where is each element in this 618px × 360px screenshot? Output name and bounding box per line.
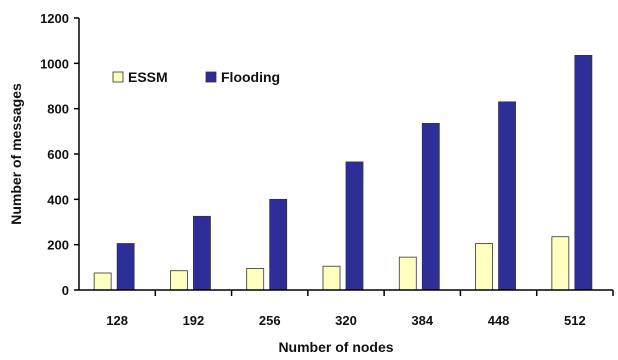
- x-tick-label: 128: [106, 313, 128, 328]
- y-axis-title: Number of messages: [8, 83, 24, 225]
- legend-label-flooding: Flooding: [221, 69, 280, 85]
- y-tick-label: 200: [47, 238, 69, 253]
- x-axis-title: Number of nodes: [278, 339, 393, 355]
- y-tick-label: 1200: [40, 11, 69, 26]
- y-axis-ticks: 0 200 400 600 800 1000 1200: [40, 11, 79, 298]
- legend-label-essm: ESSM: [128, 69, 168, 85]
- x-axis-ticks: 128 192 256 320 384 448 512: [106, 290, 614, 328]
- x-tick-label: 384: [411, 313, 433, 328]
- bar-flooding-128: [116, 243, 135, 291]
- bar-essm-512: [551, 236, 570, 291]
- x-tick-label: 320: [335, 313, 357, 328]
- bar-flooding-256: [269, 198, 288, 291]
- bar-essm-128: [93, 272, 112, 291]
- bar-flooding-192: [193, 215, 211, 291]
- legend-swatch-essm: [112, 71, 124, 83]
- legend-swatch-flooding: [205, 71, 217, 83]
- x-tick-label: 256: [259, 313, 281, 328]
- bar-flooding-320: [345, 161, 364, 291]
- legend: ESSM Flooding: [112, 69, 280, 85]
- bar-essm-448: [475, 243, 493, 291]
- bar-essm-256: [246, 268, 265, 291]
- y-tick-label: 800: [47, 102, 69, 117]
- bar-essm-320: [322, 265, 341, 291]
- x-tick-label: 512: [564, 313, 586, 328]
- y-tick-label: 400: [47, 192, 69, 207]
- y-tick-label: 1000: [40, 56, 69, 71]
- x-tick-label: 192: [183, 313, 205, 328]
- bars: [93, 55, 593, 291]
- y-tick-label: 0: [62, 283, 69, 298]
- x-tick-label: 448: [488, 313, 510, 328]
- bar-flooding-384: [421, 123, 440, 291]
- bar-essm-384: [398, 256, 417, 291]
- bar-flooding-512: [574, 55, 593, 291]
- y-tick-label: 600: [47, 147, 69, 162]
- bar-flooding-448: [498, 101, 516, 291]
- bar-essm-192: [170, 270, 188, 291]
